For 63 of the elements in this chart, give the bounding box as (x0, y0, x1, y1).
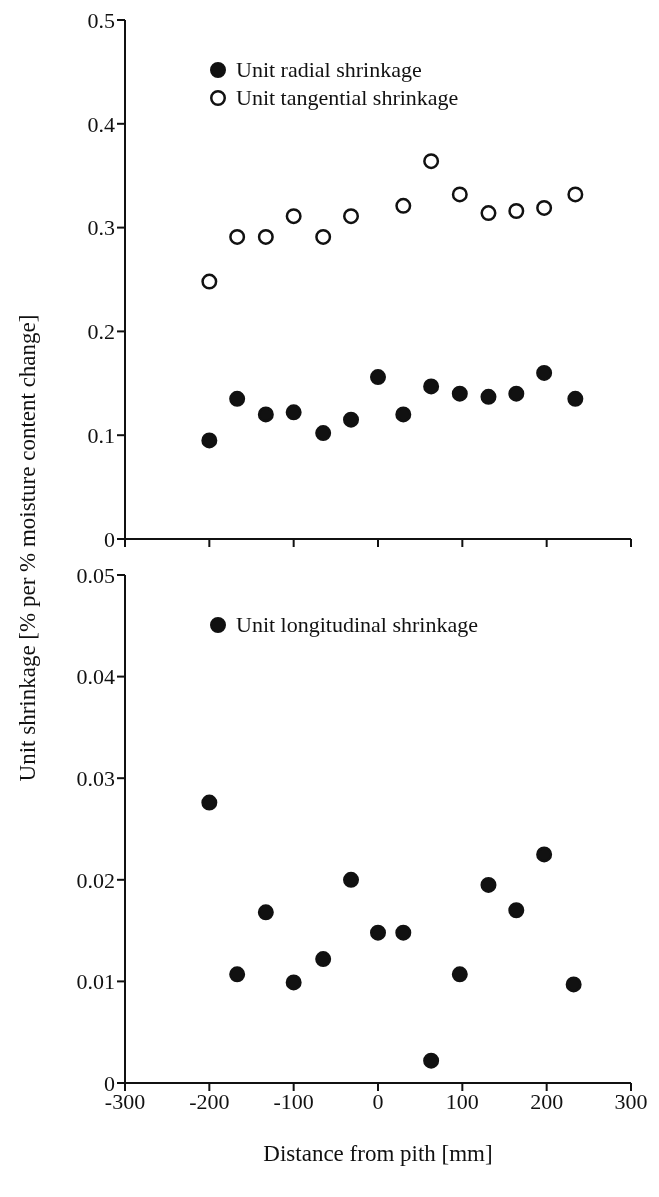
x-tick-label: 0 (372, 1088, 384, 1114)
point (285, 404, 302, 421)
y-tick-label: 0.01 (76, 969, 115, 995)
y-tick-label: 0.02 (76, 867, 115, 893)
x-tick-label: 200 (530, 1088, 564, 1114)
point (395, 197, 412, 214)
point (395, 406, 412, 423)
y-tick-label: 0.2 (87, 319, 115, 345)
point (536, 364, 553, 381)
point (567, 186, 584, 203)
point (508, 202, 525, 219)
y-tick-label: 0.04 (76, 664, 115, 690)
y-tick-label: 0.3 (87, 215, 115, 241)
y-tick-label: 0.4 (87, 111, 115, 137)
x-axis-title: Distance from pith [mm] (263, 1141, 493, 1166)
y-tick-label: 0.03 (76, 766, 115, 792)
point (285, 974, 302, 991)
y-tick-label: 0.5 (87, 7, 115, 33)
point (565, 976, 582, 993)
point (395, 924, 412, 941)
point (229, 228, 246, 245)
point (480, 876, 497, 893)
point (315, 951, 332, 968)
point (229, 390, 246, 407)
x-tick-label: 300 (614, 1088, 648, 1114)
point (536, 846, 553, 863)
point (567, 390, 584, 407)
point (508, 902, 525, 919)
point (257, 406, 274, 423)
point (315, 228, 332, 245)
y-axis-title: Unit shrinkage [% per % moisture content change] (15, 314, 41, 782)
point (201, 794, 218, 811)
point (229, 966, 246, 983)
point (451, 385, 468, 402)
y-tick-label: 0.1 (87, 423, 115, 449)
point (423, 378, 440, 395)
x-tick-label: -200 (189, 1088, 230, 1114)
point (201, 273, 218, 290)
x-tick-label: 100 (445, 1088, 479, 1114)
point (285, 208, 302, 225)
point (480, 388, 497, 405)
point (343, 871, 360, 888)
point (315, 425, 332, 442)
point (257, 904, 274, 921)
point (480, 205, 497, 222)
y-tick-label: 0.05 (76, 562, 115, 588)
point (257, 228, 274, 245)
point (201, 432, 218, 449)
point (370, 924, 386, 941)
point (423, 153, 440, 170)
point (508, 385, 525, 402)
point (451, 186, 468, 203)
point (343, 208, 360, 225)
legend-label: Unit longitudinal shrinkage (236, 611, 478, 639)
legend-label: Unit tangential shrinkage (236, 84, 459, 112)
point (451, 966, 468, 983)
y-tick-label: 0 (104, 526, 115, 552)
point (370, 369, 386, 386)
point (423, 1052, 440, 1069)
point (343, 411, 360, 428)
x-tick-label: -100 (273, 1088, 314, 1114)
point (536, 199, 553, 216)
legend-label: Unit radial shrinkage (236, 56, 422, 84)
